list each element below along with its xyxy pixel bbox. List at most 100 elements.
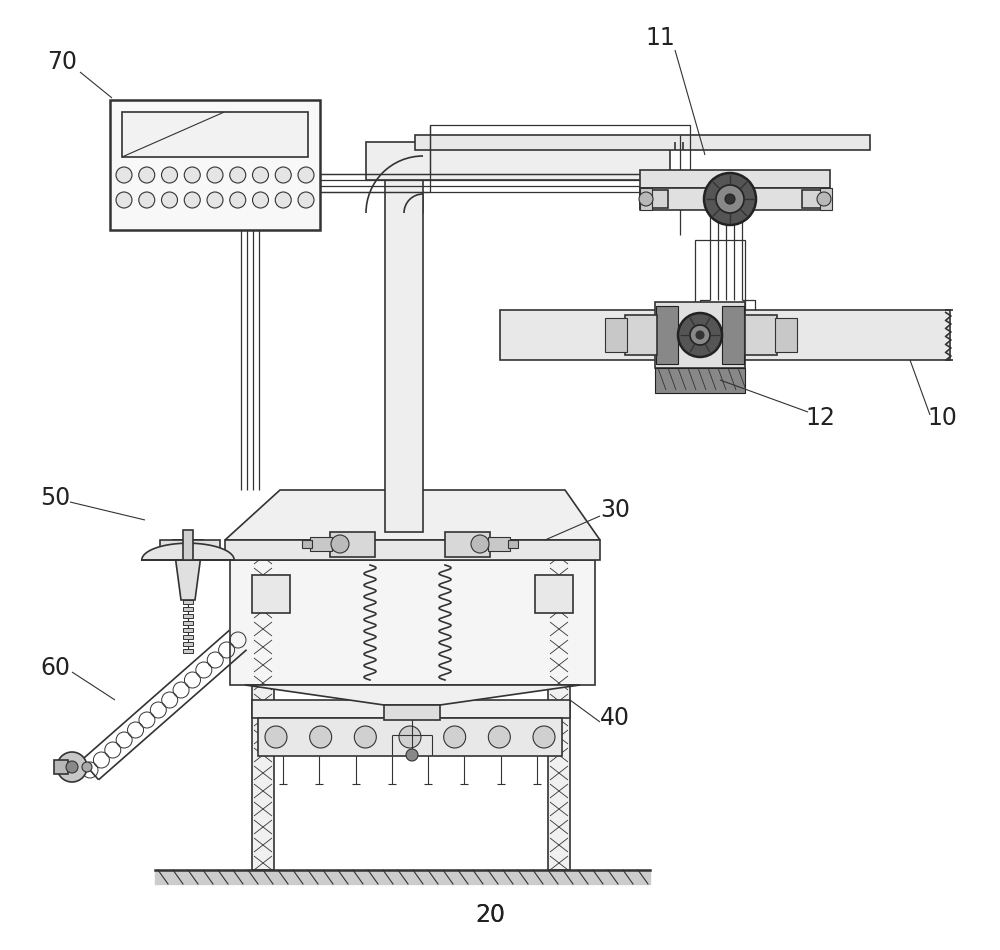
Bar bbox=[258, 718, 562, 756]
Circle shape bbox=[704, 173, 756, 225]
Text: 20: 20 bbox=[475, 903, 505, 927]
Bar bbox=[183, 642, 193, 646]
Circle shape bbox=[690, 325, 710, 345]
Bar bbox=[54, 760, 68, 774]
Bar bbox=[640, 170, 830, 188]
Text: 50: 50 bbox=[40, 486, 70, 510]
Bar bbox=[415, 135, 870, 150]
Polygon shape bbox=[245, 685, 580, 705]
Circle shape bbox=[310, 726, 332, 748]
Bar bbox=[320, 174, 430, 192]
Circle shape bbox=[298, 192, 314, 208]
Bar bbox=[160, 540, 220, 560]
Bar bbox=[722, 306, 744, 364]
Bar bbox=[385, 175, 423, 532]
Circle shape bbox=[162, 167, 178, 183]
Bar bbox=[430, 125, 690, 174]
Circle shape bbox=[116, 192, 132, 208]
Circle shape bbox=[444, 726, 466, 748]
Circle shape bbox=[354, 726, 376, 748]
Circle shape bbox=[471, 535, 489, 553]
Bar bbox=[445, 532, 490, 557]
Circle shape bbox=[184, 167, 200, 183]
Circle shape bbox=[725, 194, 735, 204]
Circle shape bbox=[66, 761, 78, 773]
Circle shape bbox=[298, 167, 314, 183]
Text: 12: 12 bbox=[805, 406, 835, 430]
Circle shape bbox=[252, 167, 268, 183]
Bar bbox=[310, 537, 332, 551]
Circle shape bbox=[488, 726, 510, 748]
Bar bbox=[173, 540, 203, 560]
Circle shape bbox=[639, 192, 653, 206]
Bar bbox=[225, 540, 600, 560]
Bar bbox=[535, 575, 573, 613]
Bar bbox=[802, 190, 830, 208]
Circle shape bbox=[275, 167, 291, 183]
Bar bbox=[183, 607, 193, 611]
Bar bbox=[655, 368, 745, 393]
Bar bbox=[656, 306, 678, 364]
Circle shape bbox=[230, 192, 246, 208]
Circle shape bbox=[230, 167, 246, 183]
Circle shape bbox=[678, 313, 722, 357]
Bar bbox=[183, 621, 193, 625]
Bar bbox=[252, 700, 570, 718]
Polygon shape bbox=[225, 490, 600, 540]
Bar bbox=[745, 315, 777, 355]
Circle shape bbox=[116, 167, 132, 183]
Circle shape bbox=[184, 192, 200, 208]
Bar bbox=[655, 302, 745, 368]
Bar bbox=[625, 315, 657, 355]
Bar bbox=[775, 318, 797, 352]
Circle shape bbox=[716, 185, 744, 213]
Bar bbox=[252, 545, 274, 870]
Circle shape bbox=[82, 762, 92, 772]
Circle shape bbox=[162, 192, 178, 208]
Circle shape bbox=[207, 192, 223, 208]
Bar bbox=[122, 112, 308, 157]
Circle shape bbox=[275, 192, 291, 208]
Text: 10: 10 bbox=[927, 406, 957, 430]
Circle shape bbox=[533, 726, 555, 748]
Bar bbox=[183, 635, 193, 639]
Text: 70: 70 bbox=[47, 50, 77, 74]
Bar bbox=[820, 188, 832, 210]
Bar bbox=[640, 188, 652, 210]
Bar bbox=[366, 142, 670, 180]
Text: 11: 11 bbox=[645, 26, 675, 50]
Text: 40: 40 bbox=[600, 706, 630, 730]
Bar bbox=[640, 190, 668, 208]
Bar bbox=[605, 318, 627, 352]
Bar bbox=[508, 540, 518, 548]
Bar bbox=[183, 649, 193, 653]
Bar bbox=[183, 530, 193, 560]
Bar bbox=[500, 310, 950, 360]
Bar bbox=[488, 537, 510, 551]
Circle shape bbox=[331, 535, 349, 553]
Circle shape bbox=[696, 331, 704, 339]
Circle shape bbox=[252, 192, 268, 208]
Circle shape bbox=[139, 167, 155, 183]
Circle shape bbox=[139, 192, 155, 208]
Polygon shape bbox=[142, 543, 234, 560]
Circle shape bbox=[265, 726, 287, 748]
Bar bbox=[548, 545, 570, 870]
Bar bbox=[384, 705, 440, 720]
Circle shape bbox=[817, 192, 831, 206]
Bar bbox=[183, 614, 193, 618]
Bar bbox=[695, 240, 745, 310]
Bar bbox=[183, 600, 193, 604]
Bar bbox=[183, 628, 193, 632]
Bar bbox=[330, 532, 375, 557]
Circle shape bbox=[207, 167, 223, 183]
Bar bbox=[302, 540, 312, 548]
Text: 60: 60 bbox=[40, 656, 70, 680]
Bar bbox=[640, 188, 830, 210]
Circle shape bbox=[57, 752, 87, 782]
Circle shape bbox=[399, 726, 421, 748]
Bar bbox=[110, 100, 320, 230]
Polygon shape bbox=[173, 540, 203, 600]
Circle shape bbox=[406, 749, 418, 761]
Bar bbox=[252, 575, 290, 613]
